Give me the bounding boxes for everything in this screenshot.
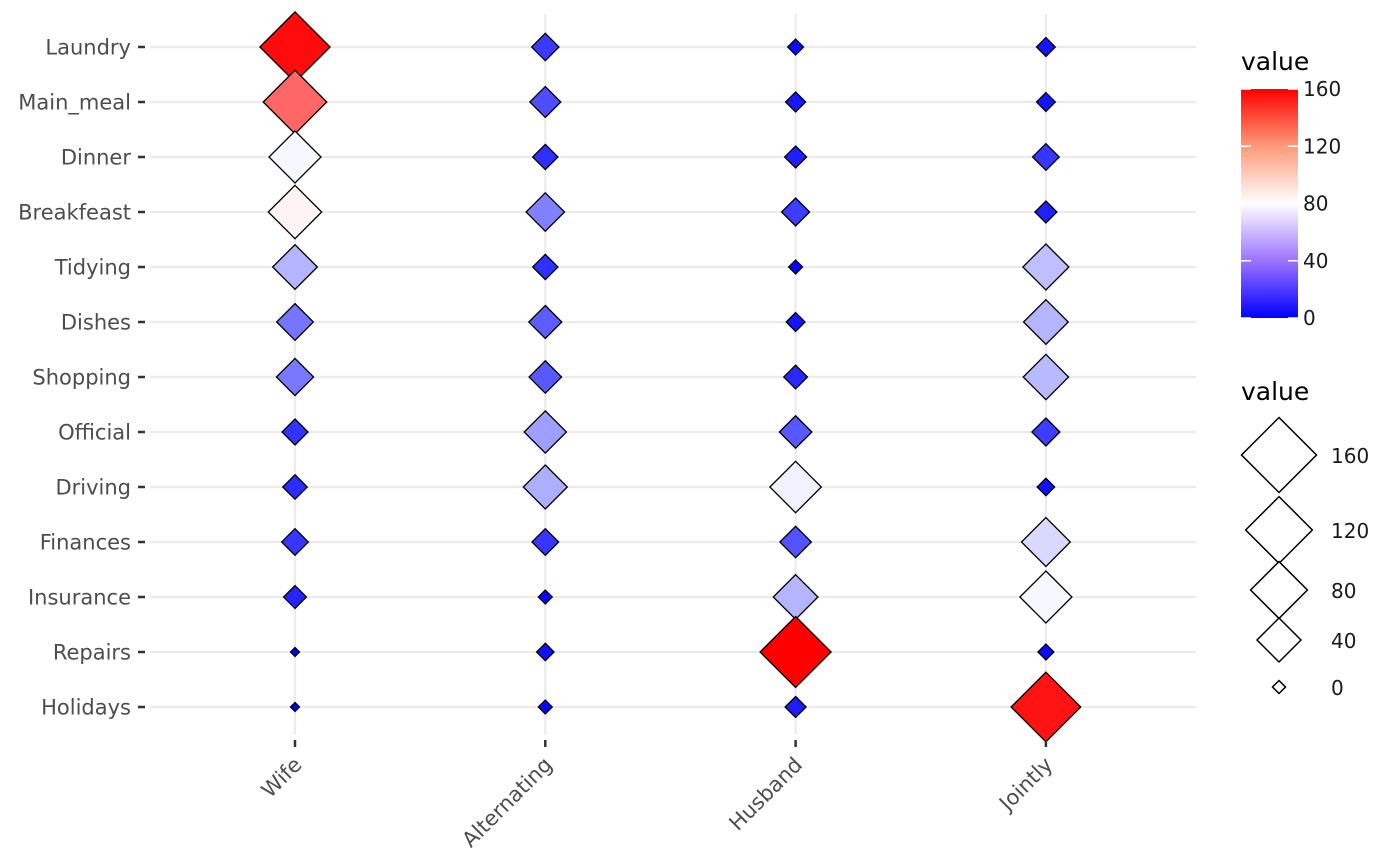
y-tick-label: Tidying <box>54 256 131 280</box>
point-shopping-wife <box>275 357 315 397</box>
y-tick-label: Holidays <box>41 696 131 720</box>
colorbar-tick-label: 160 <box>1303 77 1341 101</box>
point-finances-wife <box>280 527 310 557</box>
y-tick-label: Dinner <box>61 146 132 170</box>
x-tick-label: Husband <box>724 753 807 836</box>
x-tick-label: Alternating <box>457 753 556 852</box>
point-tidying-husband <box>787 259 804 275</box>
size-legend-key <box>1255 616 1303 664</box>
size-legend-label: 120 <box>1331 519 1369 543</box>
y-axis: Laundry Main_meal Dinner Breakfeast Tidying D… <box>18 36 145 720</box>
point-repairs-jointly <box>1037 643 1055 661</box>
color-legend-title: value <box>1241 47 1309 76</box>
point-breakfeast-jointly <box>1033 200 1058 224</box>
y-tick-label: Shopping <box>32 366 131 390</box>
point-laundry-husband <box>786 38 805 56</box>
point-finances-husband <box>778 525 813 559</box>
size-legend-key <box>1249 560 1309 620</box>
x-axis: Wife Alternating Husband Jointly <box>257 740 1057 852</box>
x-tick-label: Jointly <box>993 753 1057 817</box>
point-laundry-jointly <box>1035 36 1057 58</box>
y-tick-label: Laundry <box>45 36 131 60</box>
point-insurance-alternating <box>537 589 554 605</box>
point-dinner-husband <box>783 145 808 169</box>
point-dishes-alternating <box>527 304 563 340</box>
point-finances-jointly <box>1020 516 1072 568</box>
point-insurance-jointly <box>1018 570 1073 624</box>
size-legend-title: value <box>1241 377 1309 406</box>
x-tick-label: Wife <box>257 753 307 803</box>
colorbar-ticks: 160 120 80 40 0 <box>1241 77 1341 330</box>
point-main-meal-jointly <box>1035 91 1057 113</box>
point-breakfeast-wife <box>267 184 323 240</box>
point-official-jointly <box>1030 417 1061 447</box>
y-tick-label: Insurance <box>28 586 131 610</box>
point-finances-alternating <box>531 527 560 557</box>
point-main-meal-husband <box>784 91 807 113</box>
colorbar-tick-label: 120 <box>1303 134 1341 158</box>
size-legend-label: 160 <box>1331 444 1369 468</box>
point-driving-husband <box>768 460 823 514</box>
size-legend-items: 160 120 80 40 0 <box>1240 416 1369 700</box>
point-shopping-jointly <box>1022 353 1070 401</box>
point-main-meal-wife <box>262 69 328 135</box>
size-legend-label: 0 <box>1331 676 1344 700</box>
point-dishes-jointly <box>1022 298 1070 346</box>
point-insurance-wife <box>282 584 308 610</box>
point-repairs-husband <box>759 615 833 689</box>
point-dinner-jointly <box>1031 142 1061 172</box>
size-legend: value 160 120 80 40 0 <box>1240 377 1369 700</box>
y-tick-label: Official <box>58 421 131 445</box>
point-repairs-alternating <box>535 642 555 662</box>
point-holidays-husband <box>784 695 808 719</box>
point-holidays-jointly <box>1010 671 1082 743</box>
point-breakfeast-husband <box>780 197 811 227</box>
y-tick-label: Main_meal <box>18 91 131 116</box>
point-tidying-alternating <box>531 253 559 281</box>
point-driving-wife <box>281 473 309 501</box>
point-repairs-wife <box>289 646 301 658</box>
size-legend-label: 40 <box>1331 629 1356 653</box>
point-official-wife <box>281 418 309 446</box>
point-driving-alternating <box>522 464 569 510</box>
y-tick-label: Dishes <box>61 311 131 335</box>
size-legend-key <box>1240 416 1318 494</box>
y-tick-label: Driving <box>55 476 131 500</box>
data-points <box>258 10 1082 743</box>
colorbar-tick-label: 40 <box>1303 249 1328 273</box>
colorbar-tick-label: 80 <box>1303 192 1328 216</box>
point-dishes-wife <box>275 302 315 342</box>
colorbar-tick-label: 0 <box>1303 306 1316 330</box>
point-shopping-alternating <box>528 359 563 395</box>
y-tick-label: Breakfeast <box>18 201 131 225</box>
size-legend-label: 80 <box>1331 579 1356 603</box>
y-tick-label: Repairs <box>53 641 131 665</box>
point-tidying-jointly <box>1021 243 1070 291</box>
size-legend-key <box>1244 495 1314 565</box>
point-tidying-wife <box>271 243 319 291</box>
point-official-alternating <box>523 409 568 455</box>
point-holidays-alternating <box>537 699 554 715</box>
point-dinner-wife <box>268 130 322 184</box>
size-legend-key <box>1271 679 1287 695</box>
point-official-husband <box>778 414 813 450</box>
point-insurance-husband <box>772 573 819 621</box>
color-legend: value 160 120 80 40 0 <box>1241 47 1341 330</box>
point-main-meal-alternating <box>528 85 562 119</box>
point-laundry-alternating <box>530 32 560 62</box>
point-holidays-wife <box>289 701 301 713</box>
y-tick-label: Finances <box>40 531 131 555</box>
point-shopping-husband <box>782 364 809 390</box>
point-driving-jointly <box>1036 477 1056 497</box>
point-dinner-alternating <box>531 143 559 171</box>
point-breakfeast-alternating <box>525 191 566 233</box>
point-dishes-husband <box>785 311 806 333</box>
